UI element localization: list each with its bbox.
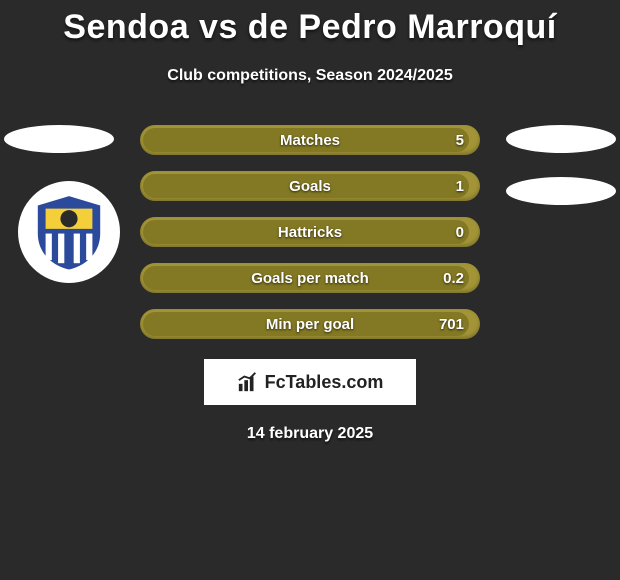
page-title: Sendoa vs de Pedro Marroquí <box>0 0 620 47</box>
stat-row: Matches 5 <box>140 125 480 155</box>
stat-label: Matches <box>280 132 340 149</box>
stat-value: 0.2 <box>443 270 464 287</box>
stat-bar-min-per-goal: Min per goal 701 <box>140 309 480 339</box>
stat-label: Goals <box>289 178 331 195</box>
stat-label: Goals per match <box>251 270 369 287</box>
stat-value: 0 <box>456 224 464 241</box>
date: 14 february 2025 <box>0 425 620 443</box>
bar-chart-icon <box>237 371 259 393</box>
stat-value: 701 <box>439 316 464 333</box>
stat-bar-hattricks: Hattricks 0 <box>140 217 480 247</box>
stat-row: Goals per match 0.2 <box>140 263 480 293</box>
stat-row: Hattricks 0 <box>140 217 480 247</box>
left-player-slot-1 <box>4 125 114 153</box>
watermark-text: FcTables.com <box>265 372 384 393</box>
stat-value: 5 <box>456 132 464 149</box>
stats-bars: Matches 5 Goals 1 Hattricks 0 Goals per … <box>140 125 480 339</box>
stat-bar-matches: Matches 5 <box>140 125 480 155</box>
stat-label: Hattricks <box>278 224 342 241</box>
stat-row: Min per goal 701 <box>140 309 480 339</box>
subtitle: Club competitions, Season 2024/2025 <box>0 67 620 85</box>
comparison-panel: Matches 5 Goals 1 Hattricks 0 Goals per … <box>0 125 620 443</box>
right-player-slot-1 <box>506 125 616 153</box>
stat-row: Goals 1 <box>140 171 480 201</box>
stat-label: Min per goal <box>266 316 354 333</box>
stat-bar-goals-per-match: Goals per match 0.2 <box>140 263 480 293</box>
stat-value: 1 <box>456 178 464 195</box>
club-badge <box>18 181 120 283</box>
hercules-crest-icon <box>30 193 108 271</box>
stat-bar-goals: Goals 1 <box>140 171 480 201</box>
right-player-slot-2 <box>506 177 616 205</box>
fctables-watermark: FcTables.com <box>204 359 416 405</box>
